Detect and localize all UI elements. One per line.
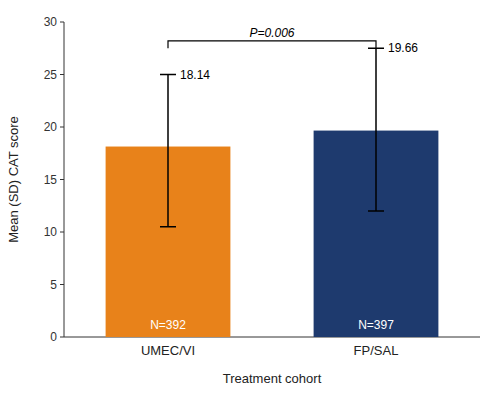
p-value-bracket	[168, 41, 376, 48]
y-tick-label: 0	[50, 330, 57, 344]
y-tick-label: 10	[44, 225, 58, 239]
y-tick-label: 25	[44, 68, 58, 82]
y-tick-label: 15	[44, 173, 58, 187]
y-tick-label: 5	[50, 278, 57, 292]
y-axis-label: Mean (SD) CAT score	[6, 116, 21, 243]
y-tick	[60, 179, 64, 180]
x-tick-label: UMEC/VI	[141, 343, 195, 358]
n-label: N=397	[358, 318, 394, 332]
y-tick	[60, 74, 64, 75]
plot-area	[106, 41, 439, 337]
n-label: N=392	[150, 318, 186, 332]
value-label: 18.14	[180, 68, 210, 82]
x-axis-label: Treatment cohort	[223, 371, 322, 386]
value-label: 19.66	[388, 41, 418, 55]
y-tick	[60, 337, 64, 338]
y-tick	[60, 284, 64, 285]
y-tick-label: 30	[44, 15, 58, 29]
chart: 0 5 10 15 20 25 30 Mean (SD) CAT score UMEC/VI FP…	[0, 0, 500, 393]
x-tick-label: FP/SAL	[354, 343, 399, 358]
error-bar	[368, 48, 384, 211]
y-tick	[60, 22, 64, 23]
error-bar	[160, 75, 176, 227]
p-value-text: P=0.006	[249, 26, 294, 40]
y-tick	[60, 232, 64, 233]
y-tick	[60, 127, 64, 128]
y-tick-label: 20	[44, 120, 58, 134]
